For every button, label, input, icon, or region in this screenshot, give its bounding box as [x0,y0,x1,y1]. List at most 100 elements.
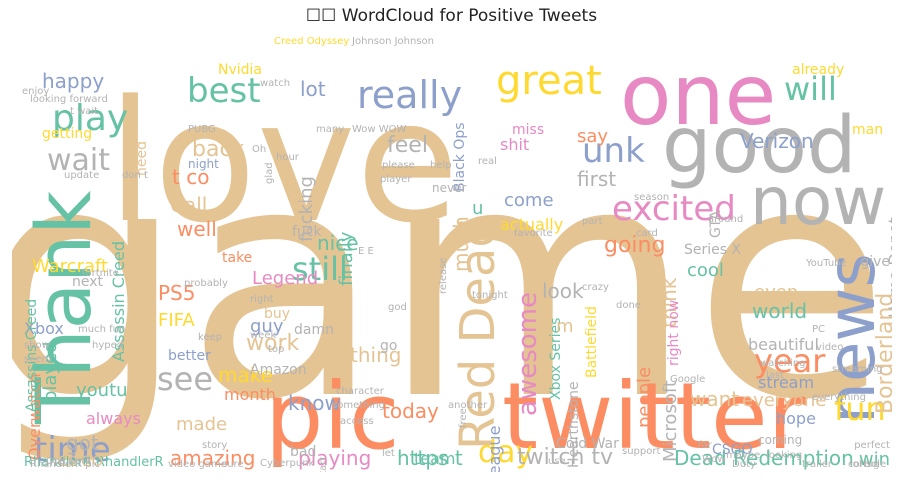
word-pc: PC [812,324,825,335]
word-damn: damn [294,322,334,338]
word-already: already [792,62,844,78]
word-happy: happy [42,69,104,93]
word-csgo: CSGO [712,442,753,458]
word-come: come [504,190,554,211]
word-good: good [662,101,856,191]
word-hour: hour [276,152,300,163]
word-unk: unk [582,131,645,171]
word-fun: fun [834,390,886,428]
word-one: one [620,46,776,144]
word-pubg: PUBG [188,124,216,135]
word-duty: Duty [732,459,756,470]
word-help: help [430,160,452,171]
word-borderland: Borderland [873,293,892,414]
word-probably: probably [184,278,228,289]
word-wait: wait [47,143,110,178]
word-part: part [582,216,603,227]
word-shit: shit [500,135,529,154]
word-better: better [168,348,211,364]
word-xbox: Xbox [24,319,64,338]
word-trailer: trailer [802,459,833,470]
word-feel: feel [387,133,428,158]
word-access: access [340,416,374,427]
word-now: now [750,163,886,240]
word-season: season [634,192,669,203]
word-t-co: t co [172,165,209,189]
word-done: done [616,300,641,311]
word-looking: looking [766,450,802,461]
word-don-t: don t [122,170,148,181]
word-legend: Legend [252,268,318,289]
word-fortnite: fortnite [82,268,119,279]
word-today: today [382,399,439,423]
word-maybe: maybe [726,450,760,461]
word-stream: stream [758,373,814,392]
word-oh: Oh [252,144,266,155]
word-coming: coming [758,433,802,447]
word-made: made [176,414,227,435]
word-take: take [222,250,252,266]
word-warcraft: Warcraft [32,256,108,277]
word-black-ops: Black Ops [452,122,468,192]
word-ps5: PS5 [158,281,195,305]
word-looking-forward: looking forward [30,94,108,105]
word-see: see [157,360,213,398]
word-use: use [548,456,566,467]
word-thank: Thank [19,191,108,425]
word-call: Call [170,193,207,217]
word-lol: lol [850,459,862,470]
word-right: right [250,294,274,305]
word-dead-redemption: Dead Redemption [674,446,854,470]
word-nice: nice [317,231,359,255]
word-much: much [449,216,473,272]
word-win: win [859,449,890,470]
word-give: give [860,254,890,270]
word-support: support [622,446,660,457]
word-day: day [478,435,533,470]
word-crazy: crazy [582,282,609,293]
word-work: work [246,331,299,356]
word-awesome: awesome [513,292,543,416]
word-tonight: tonight [472,290,508,301]
word-cyberpunk: Cyberpunk [260,458,315,469]
word-hope: hope [776,409,816,428]
word-great: great [496,58,602,104]
word-release: release [438,258,449,294]
word-video: video [816,342,843,353]
word-update: update [64,170,99,181]
word-bad: bad [290,444,316,460]
word-watching: watching [760,358,806,369]
word-fifa: FIFA [158,310,195,331]
word-twitch-tv: twitch tv [517,445,613,470]
word-t-wait: t wait [70,106,98,117]
word-last: last [766,370,784,381]
word-beautiful: beautiful [748,335,819,354]
word-think: think [657,277,681,328]
word-cold-war: Cold War [556,436,619,452]
word-go: go [380,338,397,354]
word-still: still [292,250,348,288]
word-real: real [478,156,497,167]
word-week: week [250,330,276,341]
word-big: big [864,459,879,470]
word-free: free [458,408,469,428]
word-always: always [86,409,141,428]
word-people: people [634,367,655,428]
word-know: know [288,391,341,415]
word-need: need [134,141,150,176]
word-make: make [218,363,273,387]
word-let: let [382,448,395,459]
word-say: say [577,126,608,147]
word-best: best [187,71,261,111]
word-want: want [690,387,739,411]
word-m: m [556,316,574,337]
word-many: many [316,124,344,135]
word-playing: playing [298,446,371,470]
word-ops-cold: Ops Cold [46,456,91,467]
word-console: console [848,459,886,470]
word-another: another [448,400,488,411]
word-top: top [268,344,284,355]
word-johnson-johnson: Johnson Johnson [351,36,434,47]
word-league: League [485,426,504,472]
